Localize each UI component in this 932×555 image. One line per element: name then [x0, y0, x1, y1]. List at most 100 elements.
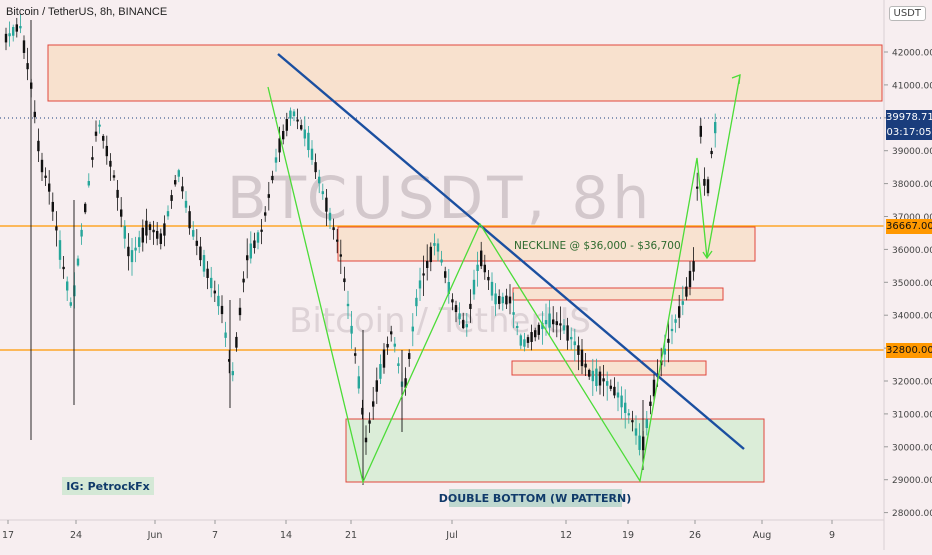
level-tag-lower: 32800.00 [886, 343, 932, 358]
candle-body [595, 368, 598, 386]
candle-body [354, 353, 357, 356]
candle-body [364, 437, 368, 443]
candle-body [386, 343, 389, 348]
candle-body [325, 197, 328, 212]
price-tick-label: 41000.00 [892, 81, 932, 91]
candle-body [246, 255, 249, 261]
candle-body [555, 321, 558, 326]
candle-body [174, 180, 177, 185]
price-tick-label: 32000.00 [892, 378, 932, 388]
candle-body [296, 119, 299, 122]
candle-body [152, 229, 155, 233]
candle-body [451, 299, 454, 303]
candle-body [382, 349, 386, 368]
candle-body [408, 353, 411, 359]
candle-body [652, 379, 656, 397]
resistance-zone-top[interactable] [47, 44, 883, 102]
support-zone-32000[interactable] [511, 360, 707, 376]
candle-body [476, 264, 479, 271]
symbol-title[interactable]: Bitcoin / TetherUS, 8h, BINANCE [6, 6, 168, 18]
candle-body [224, 332, 227, 338]
candle-body [519, 335, 522, 346]
candle-body [188, 211, 191, 229]
candle-body [670, 328, 674, 332]
candle-body [706, 179, 710, 194]
candle-body [328, 212, 332, 221]
candle-body [541, 322, 544, 330]
candle-body [418, 280, 422, 289]
time-tick-label: 14 [280, 530, 292, 541]
candle-body [170, 195, 173, 201]
candle-body [516, 325, 519, 329]
candle-body [526, 337, 530, 343]
w-pattern-arrow-head [731, 74, 741, 85]
candle-body [483, 264, 486, 273]
candle-body [685, 286, 688, 297]
candle-body [127, 246, 130, 257]
candle-body [141, 227, 144, 243]
price-tick-label: 34000.00 [892, 312, 932, 322]
candle-body [598, 371, 602, 386]
candle-body [436, 243, 440, 252]
candle-body [570, 336, 573, 340]
candle-body [318, 176, 321, 184]
candle-body [105, 145, 108, 157]
candle-body [480, 250, 483, 267]
candle-body [562, 325, 566, 331]
time-tick-label: 26 [689, 530, 701, 541]
candle-body [404, 378, 407, 388]
candle-body [699, 125, 702, 137]
candle-body [462, 319, 465, 329]
price-tick-label: 42000.00 [892, 49, 932, 59]
candle-body [512, 312, 515, 315]
candle-body [80, 229, 83, 237]
price-tick-label: 28000.00 [892, 509, 932, 519]
candle-body [292, 111, 296, 117]
candle-body [40, 159, 44, 173]
time-tick-label: 19 [622, 530, 634, 541]
candle-body [472, 279, 476, 295]
candle-body [238, 307, 242, 316]
candle-body [465, 324, 468, 328]
candle-body [649, 401, 652, 406]
candle-body [177, 170, 180, 177]
candle-body [66, 281, 69, 291]
candle-body [714, 122, 717, 134]
candle-body [332, 227, 335, 231]
candle-body [134, 247, 137, 251]
candle-body [372, 401, 375, 407]
descending-trend-line[interactable] [277, 53, 745, 450]
candle-body [692, 261, 695, 272]
price-tick-label: 31000.00 [892, 410, 932, 420]
countdown-tag: 03:17:05 [886, 125, 932, 140]
candle-body [346, 303, 350, 307]
support-zone-bottom[interactable] [345, 418, 765, 483]
candle-body [573, 341, 576, 346]
candle-body [48, 183, 51, 192]
candle-body [220, 305, 224, 315]
candle-body [433, 243, 436, 246]
candle-body [307, 132, 310, 151]
candle-body [12, 27, 15, 36]
candle-body [580, 349, 584, 367]
candle-body [300, 125, 303, 130]
candle-body [350, 325, 353, 334]
candle-body [534, 330, 537, 338]
candle-body [681, 301, 684, 305]
time-tick-label: 9 [829, 530, 835, 541]
candle-body [76, 258, 80, 266]
candle-body [591, 370, 594, 382]
candle-body [213, 290, 216, 294]
candle-body [274, 157, 278, 163]
resistance-zone-35000[interactable] [512, 287, 724, 301]
currency-button[interactable]: USDT [888, 6, 926, 21]
time-axis[interactable]: 17 24 Jun 7 14 21 Jul 12 19 26 Aug 9 [2, 520, 835, 541]
neckline-zone[interactable] [337, 226, 756, 262]
candle-body [278, 138, 281, 153]
candle-body [51, 201, 54, 212]
candle-body [361, 407, 364, 415]
w-pattern-arrow-low [702, 250, 713, 260]
candle-body [130, 250, 134, 263]
